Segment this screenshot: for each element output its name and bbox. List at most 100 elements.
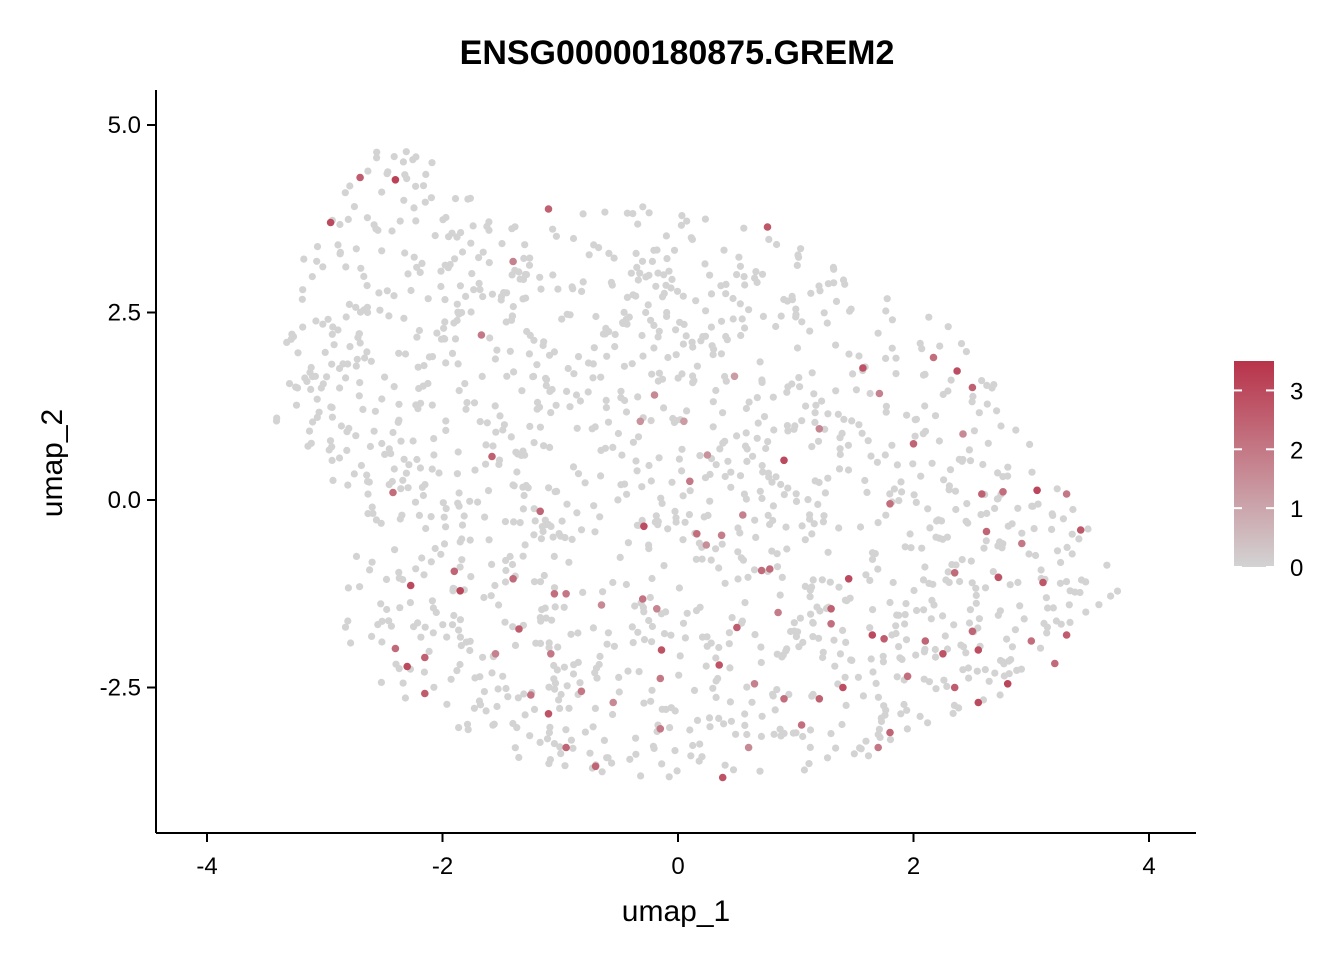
cell-point-zero [780,491,788,499]
cell-point-zero [435,469,443,477]
cell-point-zero [536,578,545,586]
cell-point-zero [552,401,560,409]
cell-point-zero [957,641,965,649]
cell-point-zero [429,629,437,637]
cell-point [686,477,694,486]
cell-point-zero [313,243,322,251]
cell-point-zero [977,510,985,519]
cell-point-zero [1056,579,1064,587]
cell-point-zero [598,768,606,776]
cell-point-zero [563,500,571,508]
cell-point-zero [590,502,598,510]
cell-point-zero [410,204,418,212]
cell-point-zero [375,289,383,297]
cell-point-zero [920,606,928,614]
cell-point-zero [911,416,919,424]
cell-point-zero [886,490,894,498]
cell-point-zero [916,339,924,347]
legend-tick-label: 3 [1290,378,1303,405]
cell-point-zero [402,469,410,477]
cell-point-zero [1037,566,1045,574]
cell-point-zero [548,616,556,624]
cell-point-zero [632,734,640,742]
cell-point-zero [1012,426,1020,434]
cell-point [477,331,486,339]
cell-point-zero [666,724,674,732]
cell-point-zero [893,461,902,469]
cell-point-zero [390,465,398,473]
cell-point-zero [903,725,912,733]
cell-point-zero [421,198,429,206]
cell-point-zero [855,352,863,360]
cell-point-zero [489,442,497,450]
cell-point-zero [740,273,748,281]
cell-point-zero [715,714,723,723]
cell-point-zero [470,704,478,712]
cell-point-zero [958,556,966,564]
cell-point-zero [785,690,793,699]
cell-point-zero [670,246,679,254]
cell-point-zero [846,307,854,315]
cell-point-zero [942,576,950,584]
cell-point-zero [706,271,714,279]
cell-point-zero [881,711,889,719]
cell-point [757,566,766,575]
cell-point-zero [820,309,828,317]
cell-point-zero [412,153,420,161]
cell-point-zero [654,377,662,385]
cell-point [703,451,712,459]
cell-point-zero [1020,615,1028,623]
cell-point-zero [809,576,817,584]
cell-point-zero [709,684,717,692]
cell-point-zero [431,232,439,240]
cell-point-zero [836,445,844,453]
cell-point-zero [467,573,475,581]
cell-point-zero [515,753,523,762]
cell-point-zero [895,643,903,651]
cell-point-zero [647,417,655,425]
cell-point-zero [913,606,921,615]
cell-point-zero [823,319,831,327]
cell-point-zero [752,268,760,276]
cell-point-zero [672,351,680,359]
cell-point-zero [356,379,364,387]
cell-point-zero [741,324,749,332]
cell-point-zero [900,700,908,709]
cell-point-zero [665,773,673,781]
cell-point-zero [846,594,854,602]
cell-point-zero [377,678,385,687]
cell-point-zero [681,518,689,526]
cell-point-zero [985,677,993,685]
cell-point-zero [456,563,464,571]
cell-point-zero [366,442,374,451]
cell-point-zero [883,295,891,303]
cell-point-zero [880,702,888,710]
cell-point-zero [381,450,389,458]
cell-point-zero [841,673,849,681]
cell-point-zero [569,234,578,243]
cell-point-zero [1065,601,1073,609]
cell-point-zero [356,583,364,591]
cell-point-zero [500,289,508,297]
cell-point-zero [428,597,436,605]
cell-point-zero [428,465,436,473]
cell-point-zero [882,402,891,410]
cell-point [744,743,753,752]
cell-point-zero [604,629,613,637]
cell-point-zero [709,398,717,406]
cell-point-zero [565,558,573,566]
cell-point-zero [1062,578,1071,586]
cell-point-zero [790,627,798,635]
cell-point [974,698,983,707]
cell-point-zero [603,352,611,360]
cell-point-zero [414,619,422,627]
cell-point-zero [389,428,397,437]
cell-point-zero [792,490,800,498]
cell-point-zero [727,717,736,725]
cell-point-zero [650,344,658,352]
cell-point-zero [946,466,955,474]
cell-point-zero [888,631,896,639]
cell-point-zero [346,182,354,190]
cell-point-zero [703,633,711,641]
cell-point-zero [793,261,801,269]
